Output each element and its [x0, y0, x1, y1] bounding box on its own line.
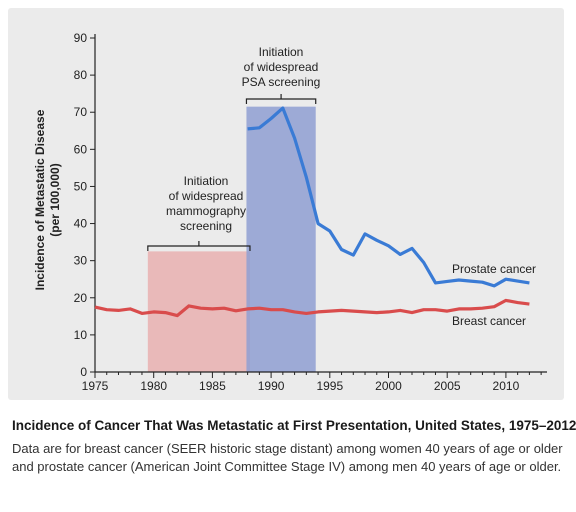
psa-annotation-line: of widespread: [244, 60, 319, 74]
y-tick-label: 60: [74, 142, 88, 156]
y-tick-label: 20: [74, 291, 88, 305]
mammography-annotation-line: screening: [180, 219, 232, 233]
y-tick-label: 30: [74, 254, 88, 268]
x-tick-label: 1990: [258, 379, 285, 393]
x-tick-label: 1975: [82, 379, 109, 393]
y-axis-title-line2: (per 100,000): [48, 163, 62, 236]
y-tick-label: 50: [74, 179, 88, 193]
mammography-annotation-line: mammography: [166, 204, 246, 218]
x-tick-label: 1995: [316, 379, 343, 393]
y-tick-label: 70: [74, 105, 88, 119]
y-tick-label: 40: [74, 217, 88, 231]
breast-cancer-line: [94, 298, 530, 318]
mammography-annotation-line: of widespread: [169, 189, 244, 203]
breast-cancer-label: Breast cancer: [452, 314, 526, 328]
psa-annotation-line: PSA screening: [242, 75, 321, 89]
prostate-cancer-line: [247, 106, 530, 288]
figure-caption-title: Incidence of Cancer That Was Metastatic …: [12, 418, 576, 433]
mammography-annotation-line: Initiation: [184, 174, 229, 188]
x-tick-label: 1985: [199, 379, 226, 393]
mammography-bracket: [147, 245, 251, 251]
figure-caption-text: Data are for breast cancer (SEER histori…: [12, 441, 563, 474]
y-axis-title-line1: Incidence of Metastatic Disease: [33, 109, 47, 290]
x-tick-label: 2010: [493, 379, 520, 393]
psa-screening-region: [246, 106, 316, 373]
psa-bracket: [245, 98, 317, 104]
x-tick-label: 2005: [434, 379, 461, 393]
x-tick-label: 1980: [140, 379, 167, 393]
psa-annotation-line: Initiation: [259, 45, 304, 59]
y-tick-label: 10: [74, 328, 88, 342]
y-tick-label: 0: [80, 365, 87, 379]
y-tick-label: 80: [74, 68, 88, 82]
y-tick-label: 90: [74, 31, 88, 45]
x-tick-label: 2000: [375, 379, 402, 393]
prostate-cancer-label: Prostate cancer: [452, 262, 536, 276]
